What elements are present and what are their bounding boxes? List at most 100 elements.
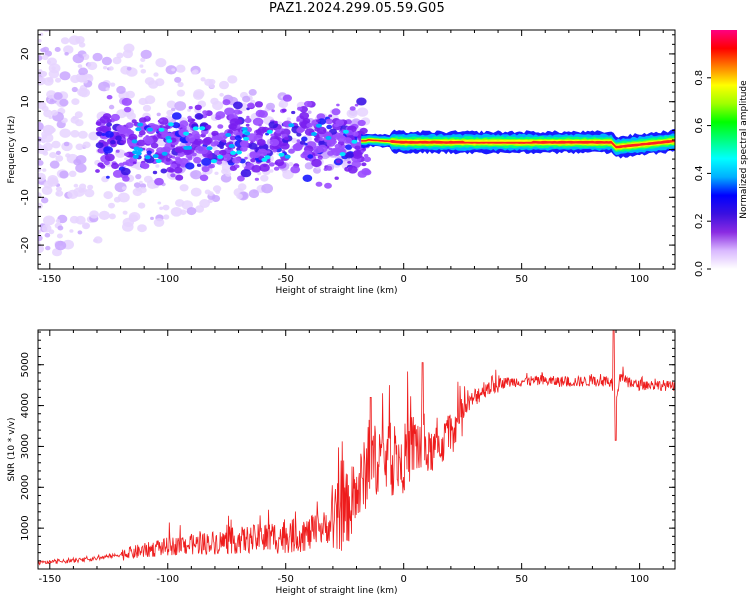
- noise-blob: [55, 77, 61, 83]
- signal-blob: [191, 152, 197, 157]
- noise-blob: [98, 210, 110, 220]
- signal-blob: [331, 108, 341, 116]
- signal-blob: [229, 118, 240, 126]
- signal-blob: [115, 149, 120, 153]
- signal-blob: [354, 145, 361, 151]
- noise-blob: [163, 214, 170, 220]
- noise-blob: [75, 143, 84, 151]
- signal-blob: [296, 139, 301, 143]
- signal-blob: [165, 157, 171, 162]
- noise-blob: [153, 218, 165, 227]
- signal-blob: [145, 135, 149, 138]
- x-tick-label: -100: [156, 274, 179, 285]
- noise-blob: [41, 197, 49, 204]
- signal-blob: [123, 106, 132, 113]
- signal-hotspot: [339, 152, 346, 157]
- signal-hotspot: [236, 150, 242, 155]
- noise-blob: [166, 100, 176, 109]
- noise-blob: [175, 64, 186, 73]
- signal-blob: [112, 169, 124, 178]
- noise-blob: [170, 207, 183, 217]
- noise-blob: [41, 140, 46, 144]
- signal-blob: [247, 102, 255, 109]
- noise-blob: [78, 67, 88, 76]
- noise-blob: [51, 140, 61, 149]
- signal-blob: [193, 133, 201, 140]
- noise-blob: [56, 233, 63, 239]
- noise-blob: [171, 68, 176, 72]
- noise-blob: [46, 127, 52, 132]
- signal-blob: [291, 110, 296, 115]
- noise-blob: [139, 180, 143, 184]
- signal-blob: [125, 122, 134, 129]
- noise-blob: [187, 108, 192, 112]
- signal-blob: [201, 157, 212, 166]
- signal-hotspot: [311, 132, 317, 136]
- noise-blob: [46, 90, 57, 99]
- noise-blob: [38, 192, 42, 198]
- signal-blob: [219, 149, 227, 156]
- signal-hotspot: [147, 127, 153, 132]
- noise-blob: [346, 108, 358, 119]
- x-tick-label: 100: [630, 274, 649, 285]
- signal-blob: [96, 131, 103, 137]
- plot-background: [38, 330, 675, 569]
- signal-blob: [121, 97, 132, 106]
- signal-blob: [345, 144, 353, 150]
- signal-blob: [95, 169, 100, 173]
- noise-blob: [123, 43, 135, 53]
- signal-hotspot: [342, 129, 349, 134]
- x-tick-label: -50: [278, 574, 294, 585]
- y-tick-label: 3000: [20, 434, 31, 459]
- signal-blob: [351, 131, 359, 137]
- signal-blob: [301, 136, 308, 142]
- noise-blob: [248, 189, 260, 199]
- signal-blob: [143, 163, 150, 168]
- noise-blob: [108, 213, 116, 220]
- signal-hotspot: [228, 143, 235, 148]
- signal-blob: [171, 112, 182, 120]
- noise-blob: [49, 160, 60, 169]
- noise-blob: [125, 90, 135, 99]
- noise-blob: [41, 224, 52, 233]
- noise-blob: [266, 102, 275, 111]
- signal-blob: [132, 143, 137, 147]
- signal-blob: [257, 139, 266, 146]
- noise-blob: [83, 79, 88, 84]
- signal-blob: [357, 119, 366, 127]
- signal-blob: [299, 112, 310, 120]
- signal-blob: [363, 156, 371, 163]
- signal-blob: [125, 162, 129, 166]
- signal-blob: [216, 160, 223, 165]
- signal-blob: [313, 145, 323, 154]
- signal-hotspot: [132, 154, 139, 159]
- signal-hotspot: [217, 154, 224, 159]
- noise-blob: [39, 77, 45, 83]
- x-tick-label: 0: [400, 274, 406, 285]
- signal-blob: [234, 164, 240, 169]
- signal-blob: [353, 149, 362, 157]
- signal-hotspot: [211, 159, 217, 164]
- noise-blob: [159, 206, 164, 210]
- noise-blob: [47, 77, 54, 83]
- signal-blob: [336, 103, 340, 107]
- signal-blob: [230, 127, 234, 130]
- signal-blob: [347, 165, 358, 174]
- signal-blob: [170, 173, 176, 178]
- noise-blob: [112, 56, 122, 65]
- signal-blob: [201, 138, 212, 146]
- y-tick-label: 10: [20, 95, 31, 108]
- noise-blob: [41, 134, 47, 140]
- noise-blob: [40, 47, 47, 53]
- signal-blob: [99, 115, 110, 124]
- signal-hotspot: [133, 146, 140, 151]
- signal-blob: [325, 118, 333, 125]
- signal-hotspot: [161, 151, 168, 156]
- noise-blob: [140, 57, 146, 62]
- signal-blob: [318, 156, 323, 160]
- signal-hotspot: [278, 152, 285, 157]
- signal-blob: [193, 138, 203, 146]
- x-tick-label: -50: [278, 274, 294, 285]
- noise-blob: [59, 71, 71, 81]
- signal-hotspot: [165, 135, 172, 140]
